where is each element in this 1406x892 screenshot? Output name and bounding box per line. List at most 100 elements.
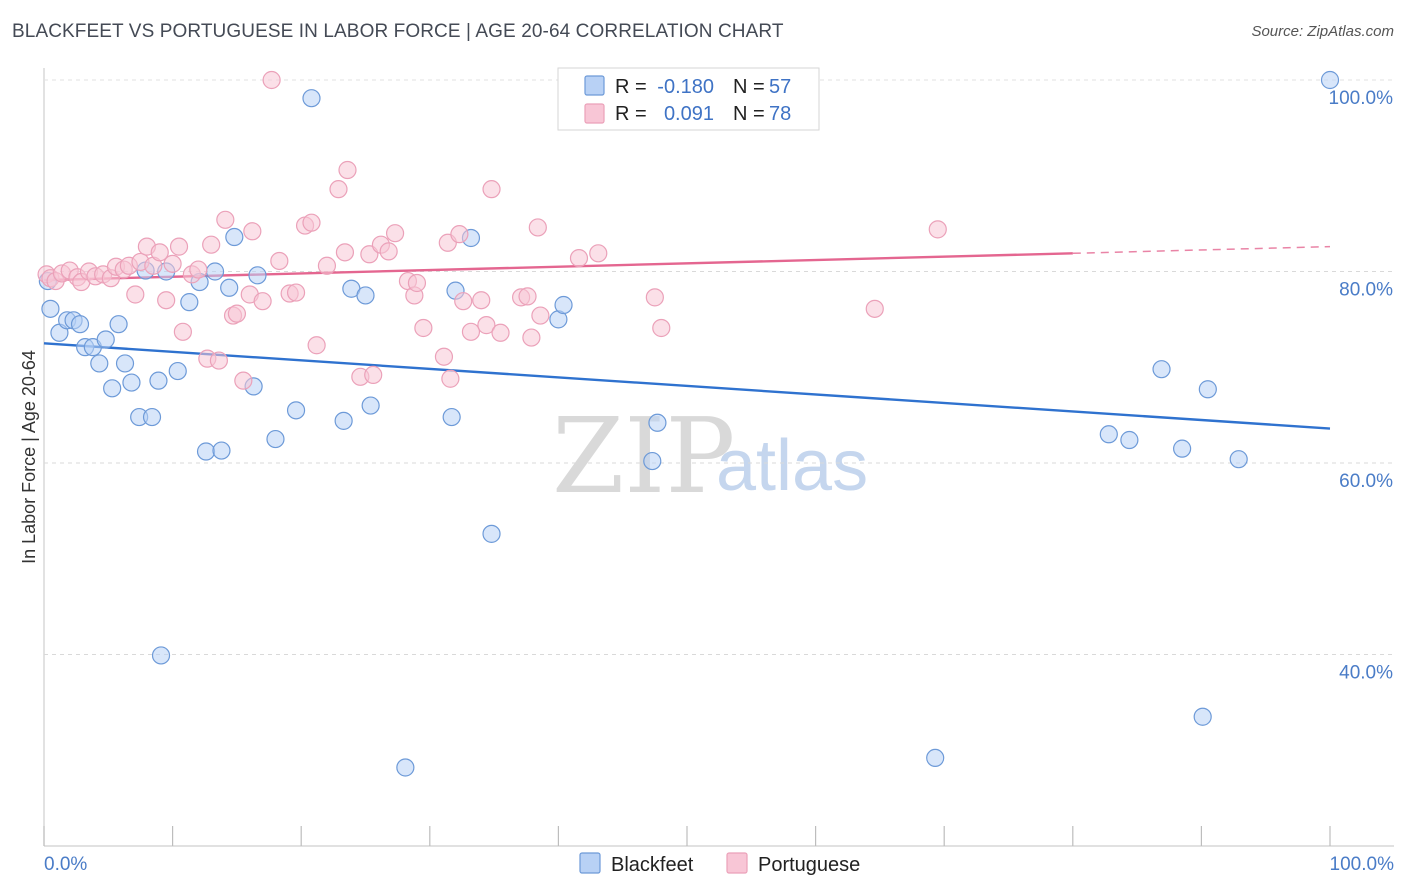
point-portuguese-28: [216, 210, 235, 229]
watermark-atlas: atlas: [716, 426, 868, 506]
point-portuguese-68: [531, 306, 550, 325]
legend-swatch-portuguese: [584, 103, 605, 124]
point-blackfeet-23: [212, 441, 231, 460]
point-portuguese-39: [302, 213, 321, 232]
point-portuguese-31: [234, 371, 253, 390]
point-portuguese-41: [317, 256, 337, 275]
point-portuguese-18: [150, 243, 169, 262]
point-portuguese-75: [865, 299, 884, 318]
bottom-legend-swatch-portuguese: [726, 852, 748, 874]
point-portuguese-33: [243, 222, 262, 241]
point-blackfeet-41: [554, 295, 573, 315]
point-portuguese-69: [528, 218, 547, 237]
chart-title: BLACKFEET VS PORTUGUESE IN LABOR FORCE |…: [12, 21, 784, 42]
point-portuguese-49: [379, 242, 398, 261]
bottom-legend-label-portuguese: Portuguese: [758, 854, 860, 876]
point-portuguese-44: [338, 160, 357, 180]
point-blackfeet-24: [220, 278, 239, 297]
legend-r-value-portuguese: 0.091: [664, 103, 714, 125]
point-blackfeet-46: [1099, 425, 1118, 444]
point-blackfeet-29: [302, 89, 321, 108]
point-blackfeet-31: [334, 411, 353, 430]
point-blackfeet-12: [122, 373, 141, 392]
point-portuguese-66: [518, 287, 537, 306]
x-tick-label-min: 0.0%: [44, 854, 87, 875]
x-tick-label-max: 100.0%: [1330, 854, 1395, 875]
trend-line-blackfeet: [43, 342, 1331, 430]
y-axis-title: In Labor Force | Age 20-64: [19, 350, 39, 564]
point-portuguese-19: [157, 291, 176, 310]
point-portuguese-20: [163, 254, 182, 273]
point-portuguese-35: [270, 251, 289, 271]
point-blackfeet-36: [442, 407, 461, 427]
point-portuguese-47: [364, 365, 383, 385]
legend-n-value-blackfeet: 57: [769, 76, 791, 98]
point-portuguese-76: [928, 220, 947, 239]
legend-r-label-portuguese: R =: [615, 103, 647, 125]
point-blackfeet-33: [356, 286, 375, 305]
point-blackfeet-25: [225, 227, 244, 247]
y-tick-labels: 100.0% 80.0% 60.0% 40.0%: [1329, 88, 1394, 684]
point-portuguese-42: [329, 180, 348, 199]
point-blackfeet-10: [109, 315, 128, 334]
legend-n-label-portuguese: N =: [733, 103, 765, 125]
point-blackfeet-11: [115, 354, 135, 373]
point-portuguese-57: [441, 369, 460, 388]
point-portuguese-37: [286, 283, 306, 302]
point-portuguese-34: [253, 292, 272, 311]
point-blackfeet-22: [205, 262, 225, 281]
point-blackfeet-52: [1229, 450, 1248, 469]
watermark-zip: ZIP: [552, 395, 735, 517]
point-blackfeet-39: [482, 524, 501, 543]
point-portuguese-55: [434, 347, 454, 366]
point-blackfeet-55: [151, 646, 171, 665]
legend-n-label-blackfeet: N =: [733, 76, 765, 98]
series-legend: Blackfeet Portuguese: [579, 852, 860, 876]
point-blackfeet-4: [70, 315, 90, 334]
point-blackfeet-8: [96, 330, 115, 349]
x-ticks: [43, 826, 1331, 846]
point-blackfeet-34: [361, 396, 380, 415]
point-blackfeet-9: [103, 379, 122, 398]
point-portuguese-59: [454, 292, 473, 311]
point-portuguese-64: [491, 323, 510, 342]
legend-r-label-blackfeet: R =: [615, 76, 647, 98]
trend-line-extension-portuguese: [1072, 245, 1331, 255]
point-blackfeet-0: [41, 299, 60, 318]
point-blackfeet-16: [149, 371, 168, 390]
point-portuguese-77: [262, 70, 281, 90]
legend-r-value-blackfeet: -0.180: [657, 76, 714, 98]
point-blackfeet-48: [1152, 360, 1171, 379]
stats-legend: R = -0.180 N = 57 R = 0.091 N = 78: [557, 67, 820, 131]
grid: [44, 79, 1394, 655]
point-portuguese-24: [189, 260, 208, 279]
point-portuguese-21: [169, 237, 189, 256]
point-blackfeet-7: [90, 354, 109, 373]
point-blackfeet-28: [266, 429, 285, 449]
point-portuguese-54: [414, 318, 433, 338]
point-portuguese-22: [173, 322, 192, 341]
point-portuguese-30: [227, 304, 246, 323]
point-portuguese-43: [335, 243, 355, 262]
point-portuguese-73: [652, 318, 671, 338]
point-blackfeet-47: [1120, 430, 1139, 450]
point-portuguese-50: [385, 224, 405, 243]
bottom-legend-label-blackfeet: Blackfeet: [611, 854, 694, 876]
point-portuguese-58: [450, 225, 469, 244]
point-portuguese-63: [482, 180, 501, 199]
point-blackfeet-49: [1173, 439, 1192, 458]
point-portuguese-71: [589, 244, 608, 263]
point-blackfeet-19: [180, 293, 199, 312]
point-blackfeet-53: [926, 748, 945, 768]
point-portuguese-14: [126, 285, 145, 304]
source-credit: Source: ZipAtlas.com: [1251, 23, 1394, 40]
point-blackfeet-15: [142, 407, 162, 427]
y-tick-label-100: 100.0%: [1329, 88, 1394, 109]
point-portuguese-70: [569, 248, 589, 268]
point-portuguese-60: [461, 322, 481, 341]
point-blackfeet-21: [196, 442, 216, 461]
point-blackfeet-35: [396, 758, 415, 777]
point-portuguese-53: [407, 273, 427, 293]
point-blackfeet-44: [648, 413, 667, 432]
